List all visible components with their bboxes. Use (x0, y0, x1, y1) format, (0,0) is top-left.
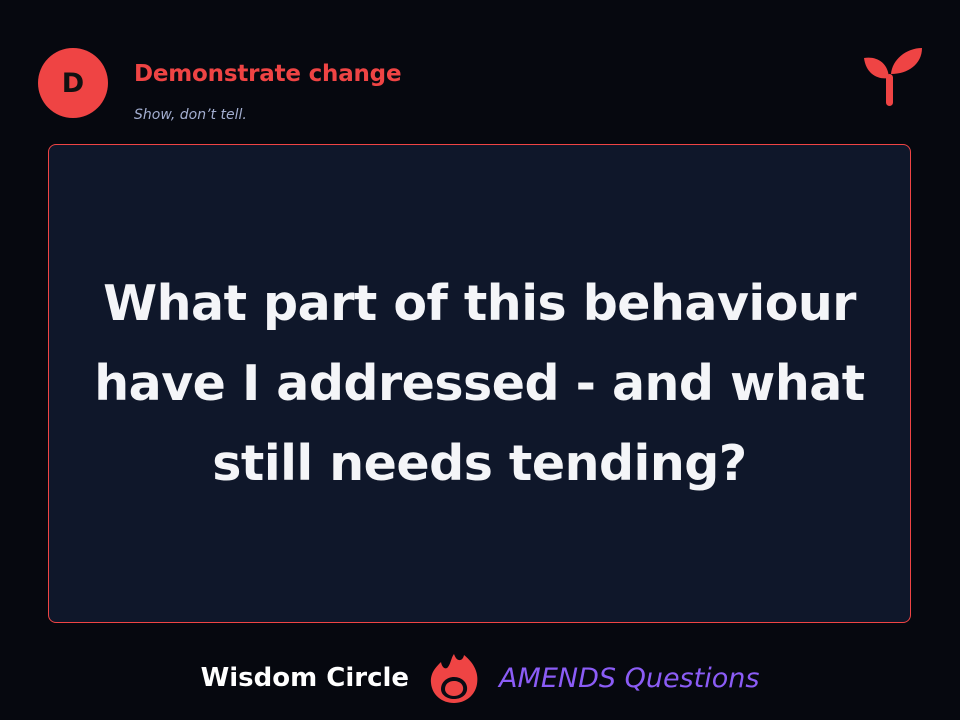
footer: Wisdom Circle AMENDS Questions (0, 648, 960, 708)
question-card: What part of this behaviour have I addre… (48, 144, 911, 623)
step-title: Demonstrate change (134, 61, 402, 87)
brand-name: Wisdom Circle (200, 663, 410, 693)
sprout-icon (864, 48, 922, 106)
question-text: What part of this behaviour have I addre… (94, 274, 865, 492)
step-badge: D (38, 48, 108, 118)
step-badge-letter: D (61, 67, 85, 99)
step-subtitle: Show, don’t tell. (134, 107, 247, 123)
series-name: AMENDS Questions (499, 662, 760, 694)
flame-icon (430, 654, 478, 703)
